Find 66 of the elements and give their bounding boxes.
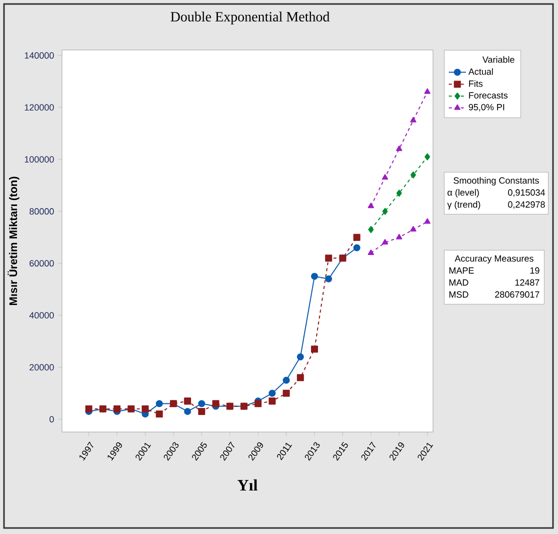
y-tick-label: 0 <box>50 416 54 422</box>
legend-label: 95,0% PI <box>468 104 504 112</box>
point <box>254 400 262 408</box>
text: 0,242978 <box>508 201 545 209</box>
point <box>396 145 402 151</box>
point <box>396 190 402 197</box>
point <box>311 346 318 353</box>
y-axis-title: Mısır Üretim Miktarı (ton) <box>8 176 20 306</box>
point <box>396 234 402 240</box>
y-tick-label: 40000 <box>29 312 54 318</box>
text: MAPE <box>449 267 474 274</box>
point <box>85 405 92 412</box>
x-axis-title: Yıl <box>238 479 258 491</box>
text: MAD <box>449 279 468 286</box>
point <box>368 249 374 255</box>
point <box>212 400 220 408</box>
legend-label: Fits <box>469 80 483 87</box>
point <box>410 116 416 122</box>
y-tick-label: 120000 <box>24 104 54 111</box>
y-tick-label: 20000 <box>30 364 54 370</box>
point <box>114 405 121 412</box>
point <box>142 405 149 412</box>
y-tick-label: 100000 <box>24 156 54 163</box>
point <box>311 272 318 280</box>
point <box>424 153 430 160</box>
point <box>353 244 360 252</box>
point <box>325 254 332 262</box>
legend-label: Forecasts <box>469 92 508 99</box>
text: Accuracy Measures <box>454 255 534 264</box>
point <box>268 390 276 397</box>
point <box>184 398 192 405</box>
point <box>368 226 374 234</box>
legend-title: Variable <box>482 56 514 63</box>
point <box>282 376 290 384</box>
point <box>368 202 374 208</box>
point <box>296 374 304 382</box>
text: 12487 <box>515 279 540 286</box>
y-tick-label: 60000 <box>30 260 54 267</box>
point <box>184 408 192 415</box>
point <box>424 218 430 224</box>
point <box>410 171 416 178</box>
text: α (level) <box>448 189 479 198</box>
text: 0,915034 <box>508 189 545 197</box>
point <box>325 275 332 282</box>
point <box>353 234 360 241</box>
text: MSD <box>449 291 468 298</box>
point <box>410 226 416 232</box>
y-tick-label: 140000 <box>24 52 54 59</box>
point <box>156 400 163 408</box>
text: Smoothing Constants <box>454 177 539 186</box>
point <box>424 88 430 94</box>
point <box>382 174 388 180</box>
point <box>382 208 388 215</box>
point <box>198 408 206 415</box>
text: 280679017 <box>495 291 540 298</box>
point <box>268 398 276 405</box>
point <box>156 410 163 418</box>
text: γ (trend) <box>447 201 480 210</box>
point <box>198 400 206 408</box>
legend-label: Actual <box>468 68 493 75</box>
point <box>282 390 290 397</box>
point <box>296 353 304 360</box>
text: 19 <box>530 267 540 274</box>
y-tick-label: 80000 <box>30 208 54 215</box>
point <box>382 239 388 245</box>
chart-title: Double Exponential Method <box>170 12 330 24</box>
